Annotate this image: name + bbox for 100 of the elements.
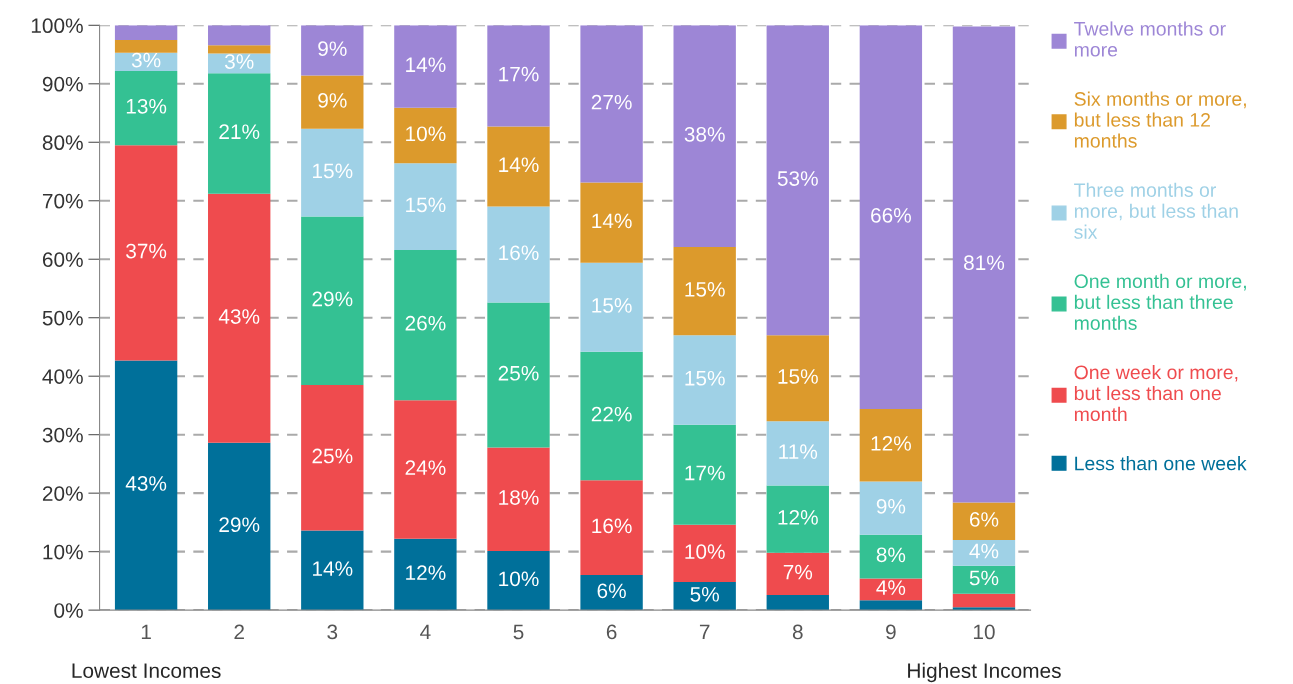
x-tick-label: 4 [420, 624, 431, 640]
bar [766, 552, 829, 595]
legend-label: One month or more, but less than three months [1074, 273, 1246, 330]
data-label: 8% [876, 547, 906, 563]
data-label: 15% [685, 282, 725, 297]
x-tick-label: 9 [886, 624, 896, 640]
bar [114, 360, 178, 611]
data-label: 17% [685, 465, 725, 481]
data-label: 24% [405, 460, 446, 475]
bar [673, 25, 736, 247]
bar [487, 126, 550, 207]
bar [766, 594, 829, 611]
bar [487, 206, 550, 303]
bar [952, 593, 1016, 608]
data-label: 12% [406, 565, 446, 580]
bar [487, 302, 550, 448]
bar [952, 502, 1016, 540]
data-label: 22% [591, 406, 632, 422]
data-label: 9% [318, 41, 347, 57]
bar [766, 335, 829, 422]
bar [487, 25, 550, 127]
x-tick-label: 5 [513, 624, 524, 640]
data-label: 27% [591, 94, 632, 110]
data-label: 66% [871, 207, 911, 223]
data-label: 6% [969, 512, 999, 527]
bar [301, 216, 364, 385]
data-label: 17% [499, 66, 539, 82]
bar [208, 193, 271, 443]
data-label: 43% [218, 309, 260, 324]
x-tick-label: 8 [792, 624, 803, 640]
data-label: 12% [778, 510, 818, 525]
text: Highest Incomes [908, 662, 1061, 683]
data-label: 14% [592, 213, 632, 229]
legend-label: Six months or more, but less than 12 months [1074, 91, 1246, 148]
bar [580, 262, 643, 352]
data-label: 5% [690, 587, 719, 602]
data-label: 4% [876, 580, 906, 595]
data-label: 7% [783, 564, 813, 580]
data-label: 26% [405, 315, 446, 331]
data-label: 81% [964, 255, 1005, 271]
bar [208, 25, 271, 46]
data-label: 12% [871, 436, 911, 451]
data-label: 6% [597, 583, 626, 599]
data-label: 9% [876, 498, 906, 514]
bar [952, 26, 1016, 503]
data-label: 14% [313, 561, 353, 576]
data-label: 10% [685, 544, 725, 559]
data-label: 18% [499, 490, 539, 505]
data-label: 15% [685, 370, 725, 386]
data-label: 15% [592, 298, 632, 313]
bar [580, 25, 643, 183]
y-tick-label: 10% [43, 544, 83, 560]
bar [859, 408, 923, 482]
x-tick-label: 6 [606, 624, 617, 640]
legend-label: Three months or more, but less than six [1074, 182, 1238, 239]
bar [114, 39, 178, 53]
bar [301, 384, 364, 531]
bar [952, 539, 1016, 566]
bar [114, 145, 178, 361]
x-tick-label: 10 [973, 624, 995, 640]
bar [487, 447, 550, 552]
legend-label: Less than one week [1075, 456, 1247, 471]
data-label: 10% [406, 126, 446, 142]
bar [301, 25, 364, 76]
bar [394, 163, 457, 250]
data-label: 10% [499, 571, 539, 587]
bar [859, 534, 923, 579]
bar [766, 421, 829, 486]
data-label: 9% [318, 93, 347, 108]
bar [394, 249, 457, 401]
bar [766, 485, 829, 553]
bar [114, 25, 178, 40]
x-tick-label: 7 [699, 624, 710, 640]
x-tick-label: 2 [234, 624, 244, 640]
text: Lowest Incomes [72, 663, 221, 679]
data-label: 37% [126, 243, 167, 259]
bar [859, 481, 923, 535]
bar [766, 25, 829, 336]
data-label: 4% [969, 543, 999, 559]
bar [394, 400, 457, 539]
bar [580, 182, 643, 263]
data-label: 14% [499, 157, 539, 173]
bar [859, 25, 923, 409]
data-label: 25% [498, 365, 539, 381]
bar [394, 25, 457, 108]
bar [580, 480, 643, 576]
bar [208, 73, 271, 194]
bar [487, 551, 550, 611]
data-label: 29% [312, 291, 353, 307]
bar [208, 45, 271, 54]
legend-label: Twelve months or more [1074, 21, 1226, 57]
x-tick-label: 3 [327, 624, 338, 640]
bar [952, 565, 1016, 594]
y-tick-label: 40% [42, 369, 83, 384]
data-label: 11% [779, 444, 818, 459]
bar [673, 246, 736, 336]
data-label: 29% [219, 517, 260, 533]
x-tick-label: 1 [141, 624, 151, 640]
y-tick-label: 50% [42, 310, 83, 326]
data-label: 16% [499, 245, 539, 261]
